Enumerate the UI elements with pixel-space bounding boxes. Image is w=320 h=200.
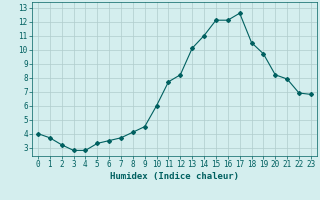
X-axis label: Humidex (Indice chaleur): Humidex (Indice chaleur) bbox=[110, 172, 239, 181]
